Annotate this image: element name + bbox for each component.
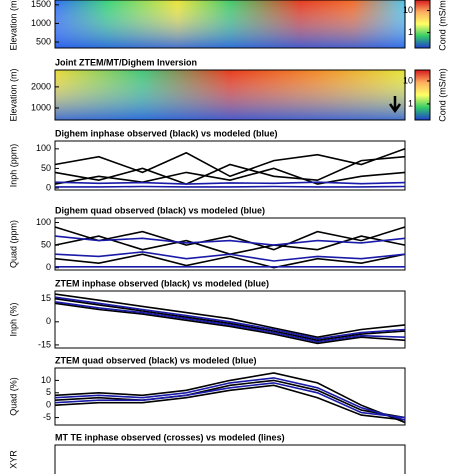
series-line — [54, 293, 406, 339]
colorbar-tick-label: 1 — [408, 98, 413, 108]
series-line — [54, 382, 406, 419]
frame — [54, 69, 406, 121]
arrow — [388, 96, 402, 114]
y-axis-label: Elevation (m) — [8, 68, 18, 121]
y-tick-label: 500 — [36, 36, 51, 46]
series-line — [54, 235, 406, 246]
panel-title: Dighem quad observed (black) vs modeled … — [55, 205, 265, 215]
y-tick-label: 0 — [46, 182, 51, 192]
y-tick-label: 50 — [41, 163, 51, 173]
heatmap-shade — [55, 70, 405, 120]
series-line — [54, 251, 406, 262]
frame — [54, 140, 406, 191]
y-tick-label: -5 — [43, 412, 51, 422]
y-axis-label: XYR — [8, 450, 18, 469]
y-tick-label: 1000 — [31, 102, 51, 112]
colorbar-label: Cond (mS/m) — [437, 0, 447, 51]
series-line — [54, 297, 406, 342]
y-tick-label: 0 — [46, 262, 51, 272]
y-axis-label: Inph (%) — [8, 302, 18, 336]
y-axis-label: Elevation (m) — [8, 0, 18, 51]
y-axis-label: Quad (%) — [8, 377, 18, 416]
series-line — [54, 253, 406, 269]
y-tick-label: 100 — [36, 217, 51, 227]
y-axis-label: Quad (ppm) — [8, 220, 18, 268]
panel-title: ZTEM quad observed (black) vs modeled (b… — [55, 355, 257, 365]
panel-title: ZTEM inphase observed (black) vs modeled… — [55, 278, 269, 288]
series-line — [54, 384, 406, 421]
frame — [54, 444, 406, 474]
frame — [54, 0, 406, 49]
series-line — [54, 155, 406, 185]
colorbar-label: Cond (mS/m) — [437, 68, 447, 122]
y-axis-label: Inph (ppm) — [8, 144, 18, 188]
y-tick-label: 10 — [41, 375, 51, 385]
colorbar-tick-label: 10 — [403, 5, 413, 15]
series-line — [54, 226, 406, 251]
colorbar — [414, 0, 431, 49]
series-line — [54, 301, 406, 343]
heatmap-shade — [55, 0, 405, 48]
colorbar-tick-label: 1 — [408, 27, 413, 37]
panel-title: Joint ZTEM/MT/Dighem Inversion — [55, 57, 197, 67]
y-tick-label: -15 — [38, 339, 51, 349]
y-tick-label: 100 — [36, 143, 51, 153]
y-tick-label: 1000 — [31, 18, 51, 28]
series-line — [54, 148, 406, 178]
series-line — [54, 372, 406, 424]
series-line — [54, 296, 406, 340]
colorbar — [414, 69, 431, 121]
panel-title: MT TE inphase observed (crosses) vs mode… — [55, 432, 285, 442]
y-tick-label: 2000 — [31, 81, 51, 91]
series-line — [54, 167, 406, 185]
series-line — [54, 379, 406, 419]
series-line — [54, 302, 406, 345]
y-tick-label: 0 — [46, 316, 51, 326]
panel-title: Dighem inphase observed (black) vs model… — [55, 128, 278, 138]
series-line — [54, 377, 406, 421]
colorbar-tick-label: 10 — [403, 75, 413, 85]
y-tick-label: 1500 — [31, 0, 51, 9]
y-tick-label: 5 — [46, 387, 51, 397]
y-tick-label: 50 — [41, 240, 51, 250]
y-tick-label: 15 — [41, 293, 51, 303]
series-line — [54, 181, 406, 185]
y-tick-label: 0 — [46, 400, 51, 410]
